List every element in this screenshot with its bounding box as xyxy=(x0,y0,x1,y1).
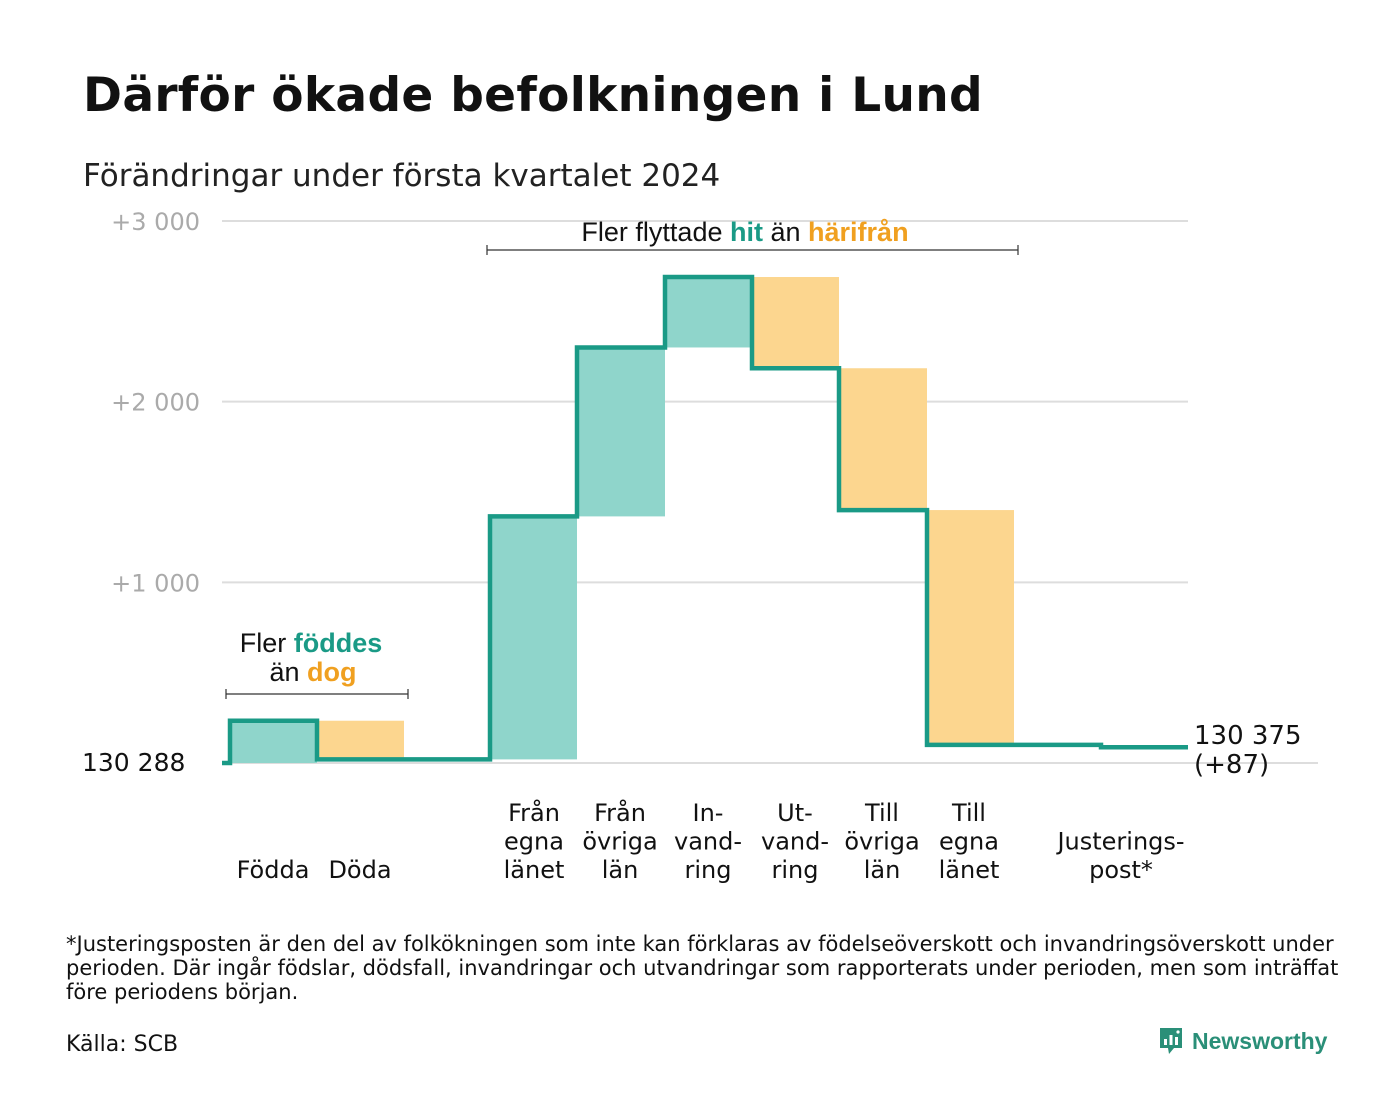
category-label: Från xyxy=(508,798,560,827)
bar-ut-vand-ring xyxy=(752,277,839,369)
category-label: Justerings- xyxy=(1055,828,1184,856)
cumulative-step-line xyxy=(222,274,1188,766)
baseline-value-label: 130 288 xyxy=(82,748,185,777)
category-label: övriga xyxy=(582,828,657,856)
category-label: Till xyxy=(951,799,986,827)
chart-subtitle: Förändringar under första kvartalet 2024 xyxy=(83,158,721,194)
category-label: In- xyxy=(693,799,724,827)
category-label: Från xyxy=(594,798,646,827)
category-label: övriga xyxy=(844,828,919,856)
category-label: ring xyxy=(685,856,732,884)
category-label: länet xyxy=(939,856,1000,884)
bar-födda xyxy=(230,720,317,763)
chart-title: Därför ökade befolkningen i Lund xyxy=(83,68,983,123)
bar-in-vand-ring xyxy=(665,277,752,348)
category-label: Ut- xyxy=(777,799,813,827)
bar-frånövrigalän xyxy=(577,347,665,517)
category-label: vand- xyxy=(674,828,742,856)
bar-döda xyxy=(317,720,404,760)
newsworthy-icon xyxy=(1160,1028,1182,1054)
brand-logo: Newsworthy xyxy=(1158,1026,1327,1056)
annotation-moves: Fler flyttade hit än härifrån xyxy=(581,217,908,247)
category-label: Till xyxy=(864,799,899,827)
category-label: egna xyxy=(939,828,999,856)
y-tick-label: +1 000 xyxy=(111,569,200,597)
category-label: post* xyxy=(1089,856,1153,884)
category-label: länet xyxy=(504,856,565,884)
footnote: *Justeringsposten är den del av folkökni… xyxy=(66,932,1339,1004)
category-label: Döda xyxy=(328,856,391,884)
annotation-births-line2: än dog xyxy=(269,657,356,687)
category-label: län xyxy=(602,856,639,884)
y-tick-label: +2 000 xyxy=(111,389,200,417)
category-label: ring xyxy=(772,856,819,884)
brand-name: Newsworthy xyxy=(1192,1027,1328,1054)
category-label: län xyxy=(864,856,901,884)
bar-tillegnalänet xyxy=(927,510,1014,745)
y-tick-label: +3 000 xyxy=(111,208,200,236)
category-label: egna xyxy=(504,828,564,856)
bar-frånegnalänet xyxy=(490,516,577,760)
end-change-label: (+87) xyxy=(1194,750,1269,780)
end-value-label: 130 375 xyxy=(1194,721,1302,751)
category-label: vand- xyxy=(761,828,829,856)
source-label: Källa: SCB xyxy=(66,1032,179,1057)
category-label: Födda xyxy=(237,856,310,884)
bar-tillövrigalän xyxy=(839,368,927,511)
annotation-births-line1: Fler föddes xyxy=(240,628,383,658)
